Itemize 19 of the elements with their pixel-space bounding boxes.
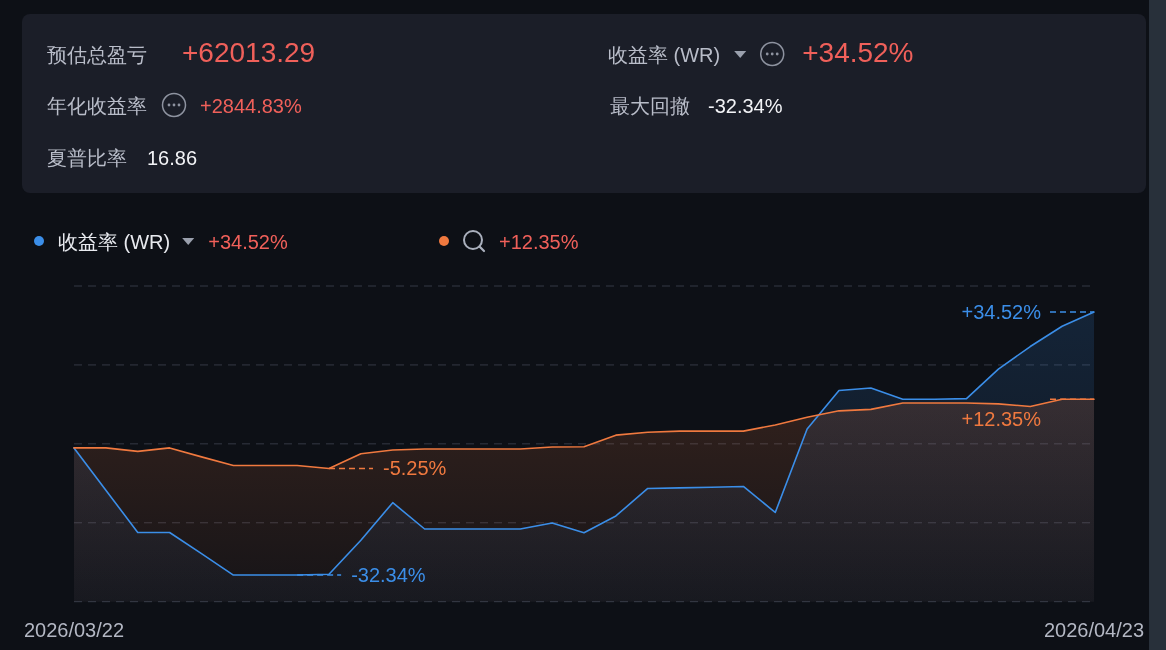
text: +34.52% [208, 231, 288, 253]
x-tick-label: 2026/03/22 [23, 619, 125, 641]
x-tick-label: 2026/04/23 [1043, 619, 1145, 641]
text: 预估总盈亏 [47, 44, 147, 66]
legend-label: 收益率 (WR) [58, 231, 171, 253]
annotation: -5.25% [383, 457, 447, 480]
text: +34.52% [802, 37, 914, 68]
text: 16.86 [147, 147, 198, 169]
text: +62013.29 [182, 37, 316, 68]
text: -32.34% [708, 95, 783, 117]
text: 夏普比率 [47, 147, 127, 169]
text: +12.35% [499, 231, 579, 253]
text: +2844.83% [200, 95, 302, 117]
text: 年化收益率 [47, 95, 147, 117]
annotation: +12.35% [961, 408, 1042, 431]
annotation: -32.34% [351, 564, 426, 587]
annotation: +34.52% [961, 301, 1042, 324]
text: 收益率 (WR) [608, 44, 721, 66]
text: 最大回撤 [610, 95, 690, 117]
